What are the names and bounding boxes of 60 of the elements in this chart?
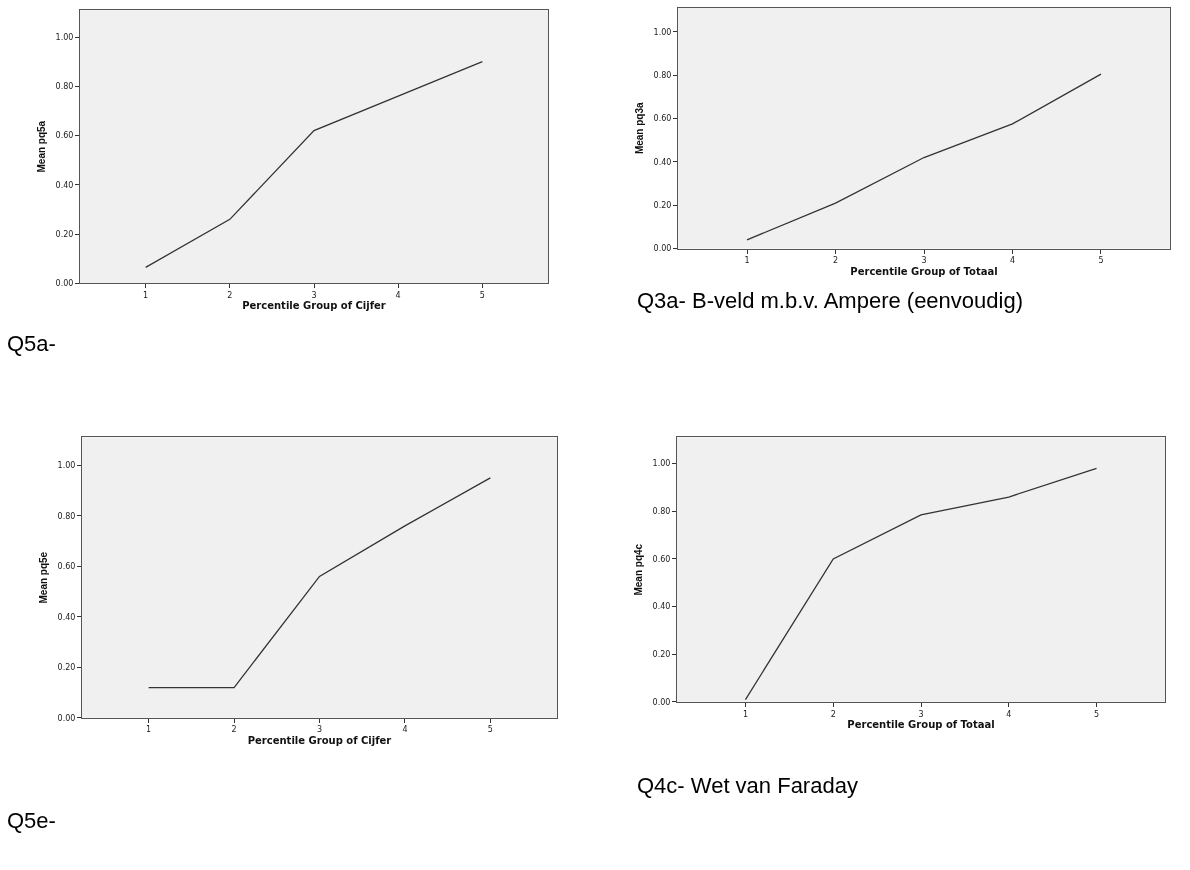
y-tick-label: 0.20: [57, 663, 76, 673]
text: Q5a-: [7, 331, 56, 356]
y-tick-label: 0.00: [57, 713, 76, 723]
x-tick-label: 5: [479, 290, 485, 300]
x-tick-label: 4: [395, 290, 401, 300]
x-axis-title: Percentile Group of Cijfer: [242, 300, 386, 312]
y-tick-label: 0.80: [652, 507, 671, 517]
x-tick-label: 4: [402, 725, 408, 735]
x-tick-label: 5: [1093, 709, 1100, 719]
y-axis-title: Mean pq5e: [37, 551, 49, 604]
y-tick-label: 0.60: [57, 562, 76, 572]
line-series: [145, 61, 483, 268]
x-tick-label: 2: [830, 709, 836, 719]
x-tick-label: 1: [143, 290, 149, 300]
y-axis-title: Mean pq4c: [632, 543, 644, 596]
y-tick-label: 1.00: [57, 461, 76, 471]
x-tick-label: 3: [918, 709, 924, 719]
y-tick-label: 0.20: [653, 201, 672, 211]
line-series: [147, 477, 492, 689]
x-axis-title: Percentile Group of Cijfer: [247, 734, 392, 746]
y-tick-label: 0.00: [653, 244, 672, 254]
x-tick-label: 5: [487, 725, 493, 735]
text: Q5e-: [7, 808, 56, 833]
x-tick-label: 4: [1006, 709, 1012, 719]
x-tick-label: 3: [316, 725, 323, 735]
x-axis-title: Percentile Group of Totaal: [847, 719, 995, 731]
y-tick-label: 0.80: [55, 82, 74, 92]
x-tick-label: 2: [832, 256, 839, 266]
x-tick-label: 1: [146, 725, 152, 735]
y-tick-label: 0.40: [57, 612, 76, 622]
y-tick-label: 0.80: [653, 70, 672, 80]
y-tick-label: 1.00: [55, 32, 74, 42]
x-tick-label: 2: [231, 725, 237, 735]
y-tick-label: 0.40: [55, 180, 74, 190]
x-tick-label: 4: [1009, 256, 1016, 266]
x-tick-label: 2: [227, 290, 233, 300]
y-tick-label: 0.20: [55, 229, 74, 239]
x-tick-label: 1: [744, 256, 750, 266]
y-tick-label: 0.40: [653, 157, 672, 167]
line-series: [744, 467, 1098, 701]
y-tick-label: 0.60: [652, 554, 671, 564]
y-tick-label: 0.20: [652, 650, 671, 660]
y-axis-title: Mean pq5a: [35, 120, 47, 173]
text: Q4c- Wet van Faraday: [637, 773, 858, 798]
x-tick-label: 1: [742, 709, 749, 719]
y-tick-label: 0.60: [653, 114, 672, 124]
line-series: [746, 73, 1102, 241]
y-tick-label: 0.80: [57, 511, 76, 521]
y-tick-label: 1.00: [652, 459, 671, 469]
x-tick-label: 3: [921, 256, 927, 266]
x-axis-title: Percentile Group of Totaal: [850, 265, 998, 277]
y-tick-label: 0.00: [55, 279, 74, 289]
y-axis-title: Mean pq3a: [633, 101, 645, 155]
x-tick-label: 3: [311, 290, 317, 300]
text: Q3a- B-veld m.b.v. Ampere (eenvoudig): [637, 288, 1023, 313]
y-tick-label: 1.00: [653, 27, 672, 37]
y-tick-label: 0.40: [652, 602, 671, 612]
y-tick-label: 0.60: [55, 131, 74, 141]
y-tick-label: 0.00: [652, 697, 671, 707]
x-tick-label: 5: [1098, 256, 1104, 266]
